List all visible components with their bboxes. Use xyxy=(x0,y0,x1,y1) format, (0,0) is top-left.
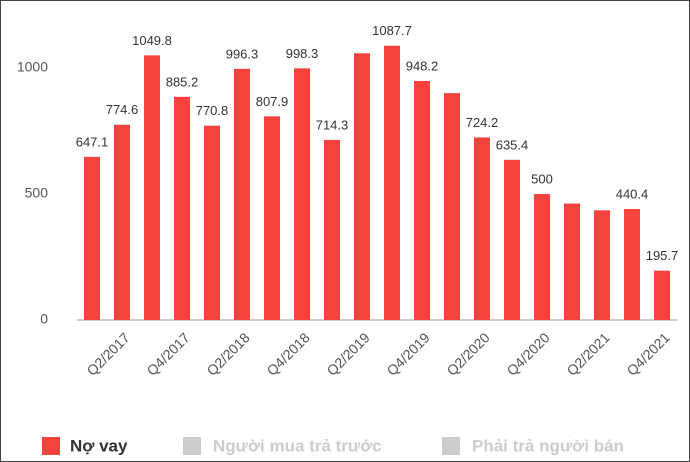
bar xyxy=(414,80,430,321)
data-label: 724.2 xyxy=(466,115,499,130)
bar xyxy=(594,210,610,320)
y-tick-label: 500 xyxy=(25,185,49,201)
data-label: 998.3 xyxy=(286,46,319,61)
data-label: 770.8 xyxy=(196,103,229,118)
bar xyxy=(654,270,670,320)
bar xyxy=(234,68,250,320)
bar xyxy=(624,208,640,320)
legend-label: Người mua trả trước xyxy=(213,436,382,455)
bar xyxy=(174,96,190,321)
bar xyxy=(534,193,550,320)
y-tick-label: 0 xyxy=(40,311,48,327)
data-label: 948.2 xyxy=(406,58,439,73)
bar xyxy=(144,55,160,320)
data-label: 807.9 xyxy=(256,94,289,109)
data-label: 714.3 xyxy=(316,117,349,132)
data-label: 635.4 xyxy=(496,137,529,152)
legend-swatch xyxy=(442,437,460,455)
bar xyxy=(204,125,220,321)
bar xyxy=(354,53,370,320)
bar xyxy=(264,116,280,320)
data-label: 1087.7 xyxy=(372,23,412,38)
legend-label: Phải trả người bán xyxy=(472,436,624,455)
bar xyxy=(564,203,580,320)
data-label: 500 xyxy=(531,171,553,186)
legend-label: Nợ vay xyxy=(70,436,128,455)
bar xyxy=(384,45,400,320)
data-label: 1049.8 xyxy=(132,33,172,48)
data-label: 996.3 xyxy=(226,46,259,61)
data-label: 195.7 xyxy=(646,248,679,263)
bar xyxy=(84,156,100,320)
bar xyxy=(504,159,520,320)
bar xyxy=(444,93,460,320)
data-label: 647.1 xyxy=(76,134,109,149)
bar xyxy=(294,68,310,320)
legend-swatch xyxy=(42,437,60,455)
data-label: 440.4 xyxy=(616,186,649,201)
legend-swatch xyxy=(183,437,201,455)
bar xyxy=(474,137,490,320)
y-tick-label: 1000 xyxy=(17,59,48,75)
data-label: 885.2 xyxy=(166,74,199,89)
bar xyxy=(114,124,130,320)
bar xyxy=(324,139,340,320)
data-label: 774.6 xyxy=(106,102,139,117)
